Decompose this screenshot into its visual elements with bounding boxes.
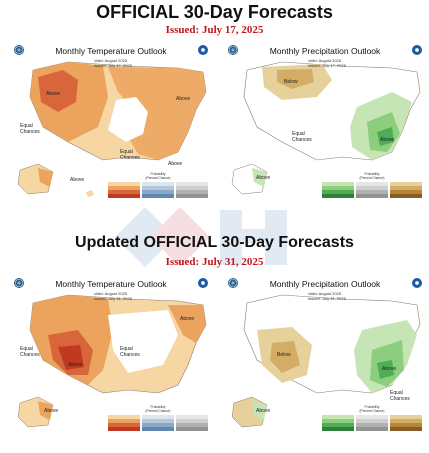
legend: Probability (Percent Chance): [108, 172, 208, 198]
label-above: Above: [68, 362, 83, 368]
legend: Probability (Percent Chance): [322, 405, 422, 431]
label-above: Above: [382, 366, 397, 372]
valid-date: Valid: August 2025: [94, 291, 128, 296]
legend-title: Probability (Percent Chance): [359, 405, 385, 413]
legend: Probability (Percent Chance): [322, 172, 422, 198]
label-below: Below: [277, 352, 291, 358]
legend: Probability (Percent Chance): [108, 405, 208, 431]
us-precipitation-map: [231, 294, 421, 428]
valid-date: Valid: August 2025: [308, 291, 342, 296]
label-equal-chances: Equal Chances: [292, 131, 312, 143]
label-above: Above: [256, 175, 271, 181]
panel-meta: Valid: August 2025 Issued: July 31, 2025: [308, 291, 346, 301]
temp-outlook-jul31: Monthly Temperature Outlook Valid: Augus…: [8, 275, 214, 453]
noaa-logo-icon: [228, 45, 238, 55]
panel-meta: Valid: August 2025 Issued: July 17, 2025: [308, 58, 346, 68]
label-equal-chances: Equal Chances: [390, 390, 410, 402]
page-title: OFFICIAL 30-Day Forecasts: [96, 2, 333, 22]
precip-outlook-jul17: Monthly Precipitation Outlook Valid: Aug…: [222, 42, 428, 220]
label-above: Above: [70, 177, 85, 183]
precip-outlook-jul31: Monthly Precipitation Outlook Valid: Aug…: [222, 275, 428, 453]
noaa-logo-icon: [14, 278, 24, 288]
noaa-logo-icon: [14, 45, 24, 55]
panel-title: Monthly Temperature Outlook: [55, 46, 167, 56]
issued-date: Issued: July 31, 2025: [94, 296, 132, 301]
label-above: Above: [176, 96, 191, 102]
noaa-logo-icon: [228, 278, 238, 288]
label-equal-chances: Equal Chances: [120, 346, 140, 358]
issued-date: Issued: July 17, 2025: [94, 63, 132, 68]
panel-meta: Valid: August 2025 Issued: July 17, 2025: [94, 58, 132, 68]
panel-title: Monthly Precipitation Outlook: [269, 279, 381, 289]
panel-meta: Valid: August 2025 Issued: July 31, 2025: [94, 291, 132, 301]
us-precipitation-map: [231, 61, 421, 195]
nws-logo-icon: [412, 278, 422, 288]
label-above: Above: [256, 408, 271, 414]
legend-title: Probability (Percent Chance): [359, 172, 385, 180]
updated-title: Updated OFFICIAL 30-Day Forecasts: [75, 234, 354, 251]
issued-date: Issued: July 17, 2025: [308, 63, 346, 68]
label-above: Above: [168, 161, 183, 167]
panel-title: Monthly Temperature Outlook: [55, 279, 167, 289]
updated-issued-date: Issued: July 31, 2025: [165, 256, 264, 268]
legend-title: Probability (Percent Chance): [145, 172, 171, 180]
label-equal-chances: Equal Chances: [20, 346, 40, 358]
label-equal-chances: Equal Chances: [20, 123, 40, 135]
issued-date: Issued: July 17, 2025: [165, 24, 264, 36]
label-equal-chances: Equal Chances: [120, 149, 140, 161]
nws-logo-icon: [198, 45, 208, 55]
label-above: Above: [44, 408, 59, 414]
legend-title: Probability (Percent Chance): [145, 405, 171, 413]
temp-outlook-jul17: Monthly Temperature Outlook Valid: Augus…: [8, 42, 214, 220]
panel-title: Monthly Precipitation Outlook: [269, 46, 381, 56]
label-above: Above: [380, 137, 395, 143]
valid-date: Valid: August 2025: [94, 58, 128, 63]
label-below: Below: [284, 79, 298, 85]
issued-date: Issued: July 31, 2025: [308, 296, 346, 301]
label-above: Above: [46, 91, 61, 97]
us-temperature-map: [17, 294, 207, 428]
us-temperature-map: [17, 61, 207, 197]
label-above: Above: [180, 316, 195, 322]
nws-logo-icon: [412, 45, 422, 55]
valid-date: Valid: August 2025: [308, 58, 342, 63]
nws-logo-icon: [198, 278, 208, 288]
